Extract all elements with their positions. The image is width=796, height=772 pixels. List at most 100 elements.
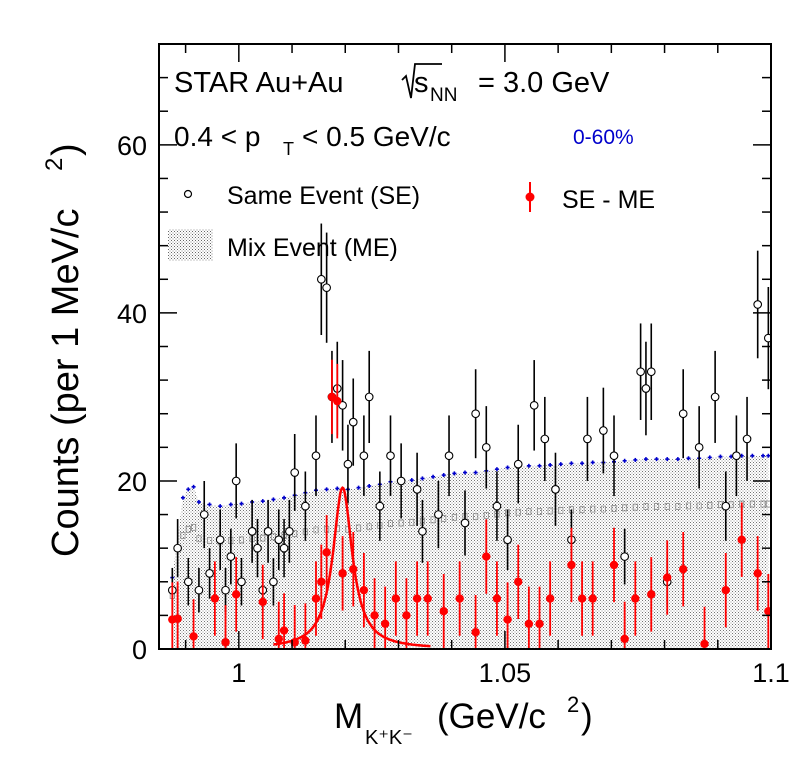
same-event-point bbox=[503, 535, 512, 545]
subtracted-point bbox=[647, 590, 656, 599]
subtracted-points bbox=[168, 359, 771, 649]
mixed-event-bin bbox=[675, 503, 681, 510]
same-event-point bbox=[173, 543, 182, 553]
same-event-point bbox=[364, 392, 374, 402]
x-tick-label: 1.05 bbox=[479, 658, 532, 688]
legend-same-event-label: Same Event (SE) bbox=[227, 182, 420, 210]
pt-range-subscript: T bbox=[283, 139, 294, 159]
subtracted-point bbox=[301, 636, 310, 645]
subtracted-point bbox=[221, 638, 230, 647]
mixed-event-bin bbox=[696, 502, 702, 510]
subtracted-point bbox=[333, 396, 342, 406]
legend-mixed-event-label: Mix Event (ME) bbox=[227, 234, 398, 262]
mixed-event-bin bbox=[483, 511, 489, 519]
same-event-point bbox=[481, 442, 491, 452]
same-event-point bbox=[359, 451, 369, 461]
same-event-point bbox=[348, 417, 358, 427]
x-axis-title-subscript: K⁺K⁻ bbox=[365, 727, 413, 749]
same-event-point bbox=[263, 527, 273, 536]
mixed-event-bin bbox=[632, 503, 638, 511]
same-event-point bbox=[742, 434, 752, 444]
x-axis-title-unit: (GeV/c bbox=[437, 697, 546, 736]
same-event-point bbox=[183, 577, 193, 587]
y-axis-ticks: 0 20 40 60 bbox=[117, 43, 771, 665]
same-event-point bbox=[269, 577, 278, 587]
mixed-event-bin bbox=[473, 513, 479, 521]
same-event-point bbox=[316, 274, 326, 284]
same-event-point bbox=[247, 527, 257, 536]
subtracted-point bbox=[721, 585, 730, 595]
y-tick-label: 0 bbox=[132, 635, 147, 665]
mixed-event-bin bbox=[451, 513, 457, 521]
same-event-point bbox=[418, 527, 427, 536]
mixed-event-bin bbox=[185, 525, 191, 533]
legend-mixed-event-swatch bbox=[168, 229, 213, 261]
same-event-point bbox=[620, 552, 630, 561]
mixed-event-bin bbox=[579, 506, 585, 514]
x-axis-title-close: ) bbox=[581, 697, 593, 736]
y-axis-title-close: ) bbox=[45, 143, 87, 156]
same-event-point bbox=[599, 426, 608, 435]
mixed-event-bin bbox=[441, 515, 447, 522]
same-event-point bbox=[678, 409, 688, 419]
mixed-event-bin bbox=[643, 503, 649, 510]
energy-subscript: NN bbox=[430, 85, 457, 106]
mixed-event-bin bbox=[664, 503, 670, 510]
subtracted-point bbox=[317, 577, 326, 586]
same-event-point bbox=[237, 577, 246, 587]
subtracted-point bbox=[189, 632, 198, 641]
subtracted-point bbox=[631, 594, 640, 603]
subtracted-point bbox=[455, 594, 464, 603]
y-axis-title: Counts (per 1 MeV/c 2 ) bbox=[41, 143, 87, 557]
mixed-event-bin bbox=[547, 507, 553, 515]
same-event-point bbox=[386, 451, 395, 461]
same-event-point bbox=[444, 451, 454, 461]
same-event-point bbox=[375, 501, 385, 511]
same-event-point bbox=[513, 459, 523, 469]
subtracted-point bbox=[279, 626, 289, 635]
subtracted-point bbox=[311, 594, 321, 603]
mixed-event-bin bbox=[590, 505, 596, 513]
subtracted-point bbox=[514, 577, 523, 586]
y-axis-title-main: Counts (per 1 MeV/c bbox=[45, 209, 87, 557]
same-event-point bbox=[343, 459, 353, 469]
pt-range-lhs: 0.4 < p bbox=[174, 121, 260, 152]
same-event-point bbox=[636, 367, 645, 377]
subtracted-point bbox=[577, 594, 587, 603]
mixed-event-bin bbox=[600, 505, 606, 513]
same-event-point bbox=[285, 527, 294, 536]
energy-symbol: s bbox=[414, 67, 429, 99]
mixed-event-bin bbox=[207, 537, 213, 545]
mixed-event-bin bbox=[238, 536, 245, 544]
subtracted-point bbox=[380, 619, 390, 628]
x-axis-title-main: M bbox=[334, 697, 363, 736]
mixed-event-bin bbox=[558, 506, 564, 514]
y-tick-label: 60 bbox=[117, 131, 147, 161]
same-event-point bbox=[194, 585, 204, 595]
same-event-point bbox=[396, 476, 406, 486]
same-event-point bbox=[710, 392, 720, 402]
subtracted-point bbox=[503, 615, 512, 624]
legend: Same Event (SE) SE - ME Mix Event (ME) bbox=[168, 182, 655, 262]
mixed-event-bin bbox=[430, 516, 436, 524]
mixed-event-bin bbox=[387, 520, 394, 527]
same-event-point bbox=[274, 535, 284, 545]
mixed-event-bin bbox=[685, 502, 692, 510]
legend-subtracted-label: SE - ME bbox=[562, 186, 655, 214]
same-event-point bbox=[609, 451, 619, 461]
same-event-point bbox=[226, 552, 236, 561]
subtracted-point bbox=[545, 594, 555, 603]
mixed-event-bin bbox=[760, 500, 766, 508]
same-event-point bbox=[492, 501, 502, 511]
x-axis-ticks: 1 1.05 1.1 bbox=[184, 44, 790, 688]
mixed-event-area bbox=[172, 455, 769, 649]
same-event-point bbox=[694, 442, 704, 452]
subtracted-point bbox=[764, 606, 771, 616]
experiment-label: STAR Au+Au bbox=[174, 67, 344, 99]
same-event-point bbox=[753, 300, 763, 309]
mixed-event-bin bbox=[191, 523, 197, 531]
mixed-event-bin bbox=[180, 532, 186, 539]
same-event-point bbox=[221, 585, 230, 595]
subtracted-point bbox=[588, 594, 597, 603]
